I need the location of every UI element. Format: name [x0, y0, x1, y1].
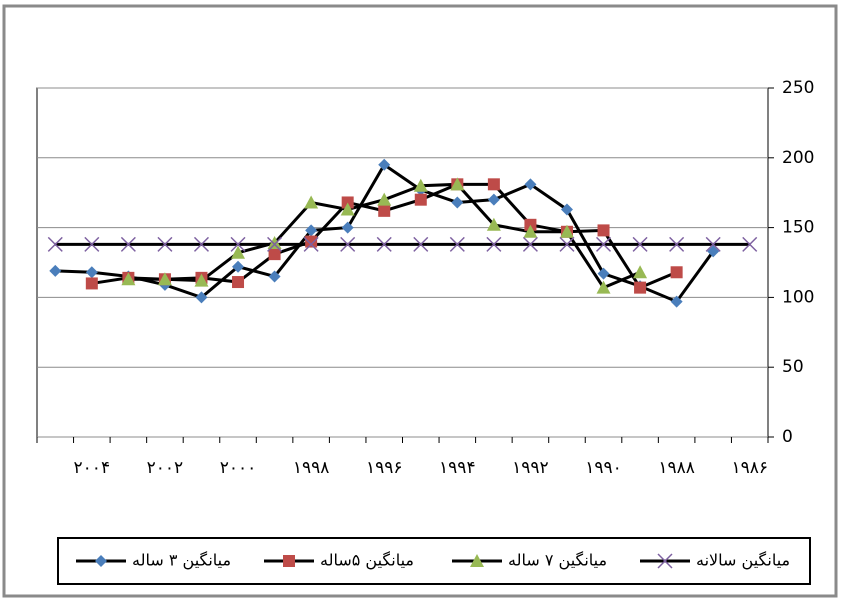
data-point: [487, 193, 500, 206]
data-point: [232, 276, 245, 289]
chart-frame: [2, 4, 838, 598]
y-tick-label: 50: [782, 357, 804, 377]
legend-marker: [95, 555, 107, 567]
x-tick-label: ۱۹۹۲: [512, 458, 549, 478]
data-point: [377, 192, 392, 206]
data-point: [304, 195, 319, 209]
data-point: [523, 224, 538, 238]
data-point: [195, 291, 208, 304]
y-tick-label: 100: [782, 287, 814, 307]
data-point: [49, 264, 62, 277]
data-point: [632, 236, 648, 252]
y-tick-label: 150: [782, 218, 814, 238]
data-point: [47, 236, 63, 252]
x-tick-label: ۱۹۸۸: [658, 458, 695, 478]
data-point: [305, 224, 318, 237]
data-point: [524, 178, 537, 191]
data-point: [376, 236, 392, 252]
data-point: [595, 236, 612, 252]
data-point: [340, 236, 356, 252]
data-point: [267, 235, 282, 249]
data-point: [634, 281, 647, 294]
data-point: [669, 236, 685, 252]
x-tick-label: ۱۹۹۶: [366, 458, 403, 478]
y-tick-label: 0: [782, 427, 793, 447]
data-point: [268, 270, 281, 283]
data-point: [633, 265, 648, 279]
legend-label: میانگین سالانه: [696, 551, 790, 571]
data-point: [522, 236, 538, 252]
y-tick-label: 200: [782, 148, 814, 168]
data-point: [670, 266, 683, 279]
x-tick-label: ۲۰۰۰: [220, 458, 257, 478]
data-point: [85, 277, 98, 290]
data-point: [120, 236, 136, 252]
legend-marker: [283, 555, 295, 567]
data-point: [267, 236, 283, 252]
data-point: [231, 245, 246, 259]
data-point: [157, 272, 172, 286]
x-tick-label: ۱۹۸۶: [731, 458, 768, 478]
data-point: [560, 203, 573, 216]
x-tick-label: ۲۰۰۴: [74, 458, 111, 478]
data-point: [194, 273, 209, 287]
x-tick-label: ۲۰۰۲: [147, 458, 184, 478]
data-point: [121, 272, 136, 286]
data-point: [303, 236, 319, 252]
data-point: [487, 178, 500, 191]
data-point: [451, 196, 464, 209]
x-tick-label: ۱۹۹۸: [293, 458, 330, 478]
legend-marker: [470, 554, 484, 567]
data-point: [378, 158, 391, 171]
data-point: [597, 267, 610, 280]
data-point: [486, 217, 501, 231]
legend-label: میانگین ۳ ساله: [132, 551, 231, 571]
data-point: [486, 236, 502, 252]
data-point: [742, 236, 758, 252]
legend-label: میانگین ۵ساله: [320, 551, 414, 571]
data-point: [232, 260, 245, 273]
data-point: [450, 177, 465, 191]
data-point: [341, 221, 354, 234]
data-point: [305, 235, 318, 248]
legend-marker: [657, 553, 673, 569]
legend-label: میانگین ۷ ساله: [508, 551, 607, 571]
y-tick-label: 250: [782, 78, 814, 98]
data-point: [705, 236, 721, 252]
data-point: [596, 280, 611, 294]
data-point: [230, 236, 246, 252]
data-point: [85, 266, 98, 279]
data-point: [157, 236, 173, 252]
data-point: [413, 236, 429, 252]
data-point: [597, 224, 610, 237]
data-point: [84, 236, 100, 252]
x-tick-label: ۱۹۹۰: [585, 458, 622, 478]
data-point: [413, 178, 428, 192]
data-point: [414, 193, 427, 206]
data-point: [340, 202, 355, 216]
data-point: [559, 224, 574, 238]
data-point: [670, 295, 683, 308]
x-tick-label: ۱۹۹۴: [439, 458, 476, 478]
data-point: [559, 236, 575, 252]
data-point: [449, 236, 465, 252]
data-point: [268, 248, 281, 261]
data-point: [193, 236, 210, 252]
data-point: [378, 204, 391, 217]
